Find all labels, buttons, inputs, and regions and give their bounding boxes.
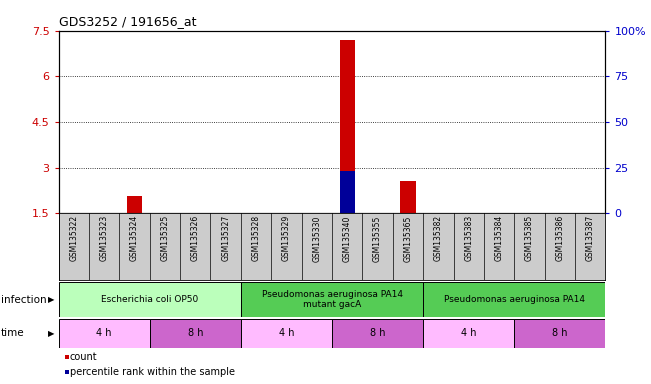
Text: 8 h: 8 h xyxy=(187,328,203,338)
Text: GSM135330: GSM135330 xyxy=(312,215,322,262)
Text: GSM135387: GSM135387 xyxy=(586,215,595,262)
Text: GSM135326: GSM135326 xyxy=(191,215,200,262)
Bar xyxy=(423,282,605,317)
Text: GSM135383: GSM135383 xyxy=(464,215,473,262)
Text: ▶: ▶ xyxy=(48,295,54,304)
Text: 8 h: 8 h xyxy=(552,328,568,338)
Bar xyxy=(340,170,355,213)
Bar xyxy=(59,282,241,317)
Text: GSM135323: GSM135323 xyxy=(100,215,109,262)
Bar xyxy=(59,319,150,348)
Text: GSM135382: GSM135382 xyxy=(434,215,443,261)
Bar xyxy=(127,196,142,213)
Bar xyxy=(514,319,605,348)
Text: count: count xyxy=(70,352,97,362)
Bar xyxy=(127,213,142,248)
Text: 4 h: 4 h xyxy=(461,328,477,338)
Bar xyxy=(431,213,446,252)
Text: GSM135328: GSM135328 xyxy=(251,215,260,261)
Text: ▶: ▶ xyxy=(48,329,54,338)
Bar xyxy=(332,319,423,348)
Text: GSM135325: GSM135325 xyxy=(160,215,169,262)
Bar xyxy=(241,282,423,317)
Bar xyxy=(150,319,241,348)
Bar xyxy=(423,319,514,348)
Bar xyxy=(400,181,415,213)
Text: 4 h: 4 h xyxy=(96,328,112,338)
Text: Escherichia coli OP50: Escherichia coli OP50 xyxy=(101,295,199,304)
Text: Pseudomonas aeruginosa PA14
mutant gacA: Pseudomonas aeruginosa PA14 mutant gacA xyxy=(262,290,402,309)
Text: percentile rank within the sample: percentile rank within the sample xyxy=(70,367,234,377)
Text: GSM135384: GSM135384 xyxy=(495,215,504,262)
Text: 4 h: 4 h xyxy=(279,328,294,338)
Text: GSM135340: GSM135340 xyxy=(342,215,352,262)
Text: GSM135365: GSM135365 xyxy=(404,215,413,262)
Text: GSM135322: GSM135322 xyxy=(69,215,78,261)
Text: infection: infection xyxy=(1,295,46,305)
Text: GDS3252 / 191656_at: GDS3252 / 191656_at xyxy=(59,15,196,28)
Text: time: time xyxy=(1,328,24,338)
Text: GSM135324: GSM135324 xyxy=(130,215,139,262)
Bar xyxy=(340,40,355,213)
Text: Pseudomonas aeruginosa PA14: Pseudomonas aeruginosa PA14 xyxy=(444,295,585,304)
Text: GSM135329: GSM135329 xyxy=(282,215,291,262)
Text: GSM135327: GSM135327 xyxy=(221,215,230,262)
Text: GSM135386: GSM135386 xyxy=(555,215,564,262)
Text: GSM135385: GSM135385 xyxy=(525,215,534,262)
Bar xyxy=(241,319,332,348)
Text: 8 h: 8 h xyxy=(370,328,385,338)
Text: GSM135355: GSM135355 xyxy=(373,215,382,262)
